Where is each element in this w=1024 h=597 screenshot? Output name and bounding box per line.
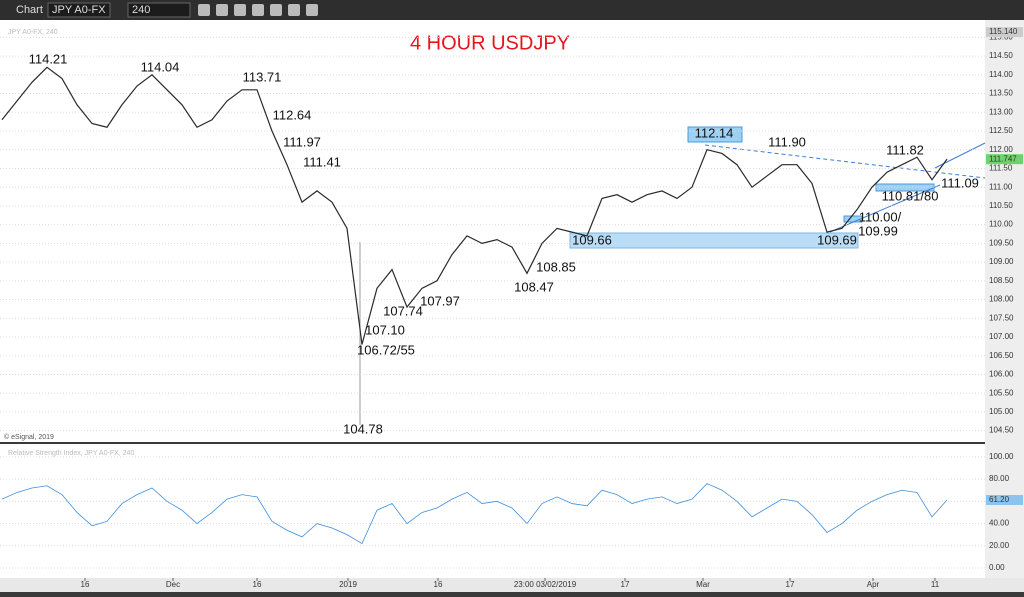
price-annotation: 106.72/55: [357, 342, 415, 357]
symbol-box[interactable]: [47, 2, 111, 18]
price-annotation: 111.97: [283, 134, 321, 149]
x-tick-label: 16: [81, 580, 90, 589]
y-tick-label: 110.50: [989, 201, 1013, 210]
x-tick-label: Apr: [867, 580, 880, 589]
y-tick-label: 105.00: [989, 407, 1014, 416]
interval-box[interactable]: [127, 2, 191, 18]
y-tick-label: 0.00: [989, 563, 1005, 572]
y-tick-label: 109.50: [989, 238, 1014, 247]
y-tick-label: 106.00: [989, 370, 1014, 379]
price-annotation: 114.04: [141, 59, 180, 74]
price-annotation: 109.99: [858, 223, 898, 238]
x-tick-label: 2019: [339, 580, 357, 589]
watermark: © eSignal, 2019: [4, 433, 54, 441]
price-annotation: 111.90: [768, 134, 806, 149]
price-marker: [986, 27, 1023, 38]
interval[interactable]: 240: [132, 4, 150, 16]
x-tick-label: 23:00 03/02/2019: [514, 580, 577, 589]
price-annotation: 108.47: [514, 279, 554, 294]
price-annotation: 112.14: [695, 125, 734, 140]
price-annotation: 107.74: [383, 303, 423, 318]
y-tick-label: 107.50: [989, 313, 1014, 322]
legend: JPY A0-FX, 240: [8, 29, 58, 36]
price-annotation: 109.69: [817, 232, 857, 247]
price-annotation: 109.66: [572, 232, 612, 247]
price-annotation: 107.10: [365, 322, 405, 337]
rsi-marker-label: 61.20: [989, 495, 1010, 504]
rsi-marker: [986, 495, 1023, 505]
y-tick-label: 114.50: [989, 51, 1013, 60]
y-tick-label: 108.50: [989, 276, 1014, 285]
y-tick-label: 20.00: [989, 541, 1010, 550]
price-pane: [0, 20, 985, 442]
y-tick-label: 114.00: [989, 70, 1013, 79]
price-marker-label: 111.747: [989, 154, 1017, 163]
y-tick-label: 112.00: [989, 145, 1013, 154]
x-tick-label: 11: [931, 580, 940, 589]
toolbar-icons: [198, 4, 318, 16]
rsi-pane: [0, 444, 985, 578]
y-tick-label: 110.00: [989, 220, 1013, 229]
x-tick-label: 16: [253, 580, 262, 589]
x-tick-label: Mar: [696, 580, 710, 589]
price-marker-label: 115.140: [989, 27, 1018, 36]
price-marker: [986, 154, 1023, 165]
y-tick-label: 105.50: [989, 388, 1014, 397]
drawings: [0, 36, 986, 569]
price-annotation: 111.09: [941, 175, 979, 190]
price-annotation: 113.71: [243, 69, 282, 84]
y-tick-label: 109.00: [989, 257, 1014, 266]
price-annotation: 110.81/80: [882, 188, 939, 203]
y-tick-label: 106.50: [989, 351, 1014, 360]
price-annotation: 114.21: [29, 51, 68, 66]
price-annotation: 112.64: [273, 107, 312, 122]
price-annotation: 111.82: [886, 142, 924, 157]
y-tick-label: 113.50: [989, 89, 1013, 98]
y-tick-label: 111.00: [989, 182, 1013, 191]
y-tick-label: 80.00: [989, 474, 1010, 483]
y-tick-label: 40.00: [989, 519, 1010, 528]
rsi-title: Relative Strength Index, JPY A0-FX, 240: [8, 450, 134, 457]
price-annotation: 111.41: [303, 154, 341, 169]
y-tick-label: 113.00: [989, 107, 1013, 116]
price-annotation: 104.78: [343, 421, 383, 436]
chart-title: 4 HOUR USDJPY: [410, 32, 570, 54]
symbol[interactable]: JPY A0-FX: [52, 4, 106, 16]
y-tick-label: 100.00: [989, 452, 1014, 461]
x-tick-label: Dec: [166, 580, 180, 589]
price-annotation: 110.00/: [859, 209, 902, 224]
time-axis: [0, 578, 1024, 592]
price-annotation: 108.85: [536, 259, 576, 274]
y-tick-label: 112.50: [989, 126, 1013, 135]
price-axis: [985, 20, 1024, 580]
price-annotation: 107.97: [420, 293, 460, 308]
rsi-line: [1, 483, 948, 545]
x-tick-label: 17: [786, 580, 795, 589]
window-title: Chart: [16, 4, 43, 16]
y-tick-label: 104.50: [989, 426, 1014, 435]
x-tick-label: 17: [621, 580, 630, 589]
y-tick-label: 108.00: [989, 295, 1014, 304]
x-tick-label: 16: [434, 580, 443, 589]
y-tick-label: 107.00: [989, 332, 1014, 341]
price-line: [1, 66, 948, 345]
y-tick-label: 111.50: [989, 164, 1013, 173]
